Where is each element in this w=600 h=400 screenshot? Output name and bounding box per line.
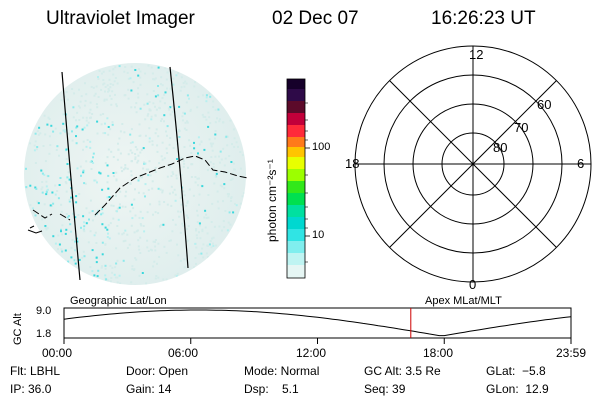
status-door: Door: Open xyxy=(126,364,189,378)
status-dsp: Dsp: 5.1 xyxy=(244,382,299,396)
lat-label-60: 60 xyxy=(537,97,552,112)
aurora-emission xyxy=(25,64,246,285)
earth-disk xyxy=(24,63,246,285)
timeline-x-tick-1200: 12:00 xyxy=(296,346,327,360)
coastline xyxy=(32,155,249,221)
instrument-title: Ultraviolet Imager xyxy=(46,8,195,29)
timeline-y-tick-low: 1.8 xyxy=(36,328,52,340)
uv-image xyxy=(24,63,249,285)
longitude-line-left xyxy=(61,71,81,281)
lat-label-70: 70 xyxy=(514,120,529,135)
polar-grid xyxy=(354,45,592,283)
status-ip: IP: 36.0 xyxy=(10,382,52,396)
polar-diagonal-2 xyxy=(389,80,557,248)
timeline-x-tick-2359: 23:59 xyxy=(556,346,587,360)
colorbar-tick-label-10: 10 xyxy=(312,229,325,241)
timeline-x-tick-1800: 18:00 xyxy=(423,346,454,360)
status-glon: GLon: 12.9 xyxy=(486,382,549,396)
mlt-label-0: 0 xyxy=(469,277,477,292)
mlt-label-6: 6 xyxy=(577,156,585,171)
timeline-x-tick-0600: 06:00 xyxy=(168,346,199,360)
lat-label-80: 80 xyxy=(493,140,508,155)
status-seq: Seq: 39 xyxy=(364,382,406,396)
timeline-left-title: Geographic Lat/Lon xyxy=(70,295,167,307)
status-filter: Flt: LBHL xyxy=(10,364,61,378)
color-bar xyxy=(286,78,310,279)
colorbar-unit-label: photon cm⁻²s⁻¹ xyxy=(265,159,279,242)
time-label: 16:26:23 UT xyxy=(431,8,536,29)
status-gain: Gain: 14 xyxy=(126,382,172,396)
status-mode: Mode: Normal xyxy=(244,364,320,378)
timeline-y-tick-high: 9.0 xyxy=(36,305,52,317)
timeline-x-tick-0000: 00:00 xyxy=(42,346,73,360)
status-glat: GLat: −5.8 xyxy=(486,364,546,378)
longitude-line-right xyxy=(169,66,189,269)
timeline-y-label: GC Alt xyxy=(12,313,24,345)
date-label: 02 Dec 07 xyxy=(272,8,359,29)
status-gc-alt: GC Alt: 3.5 Re xyxy=(364,364,441,378)
timeline-right-title: Apex MLat/MLT xyxy=(425,295,502,307)
mlt-label-12: 12 xyxy=(469,47,484,62)
mlt-label-18: 18 xyxy=(345,156,360,171)
timeline-plot xyxy=(63,307,572,344)
altitude-curve xyxy=(63,309,572,337)
colorbar-tick-label-100: 100 xyxy=(312,141,331,153)
coastline-fragment xyxy=(27,225,43,234)
timeline-frame xyxy=(63,307,572,339)
